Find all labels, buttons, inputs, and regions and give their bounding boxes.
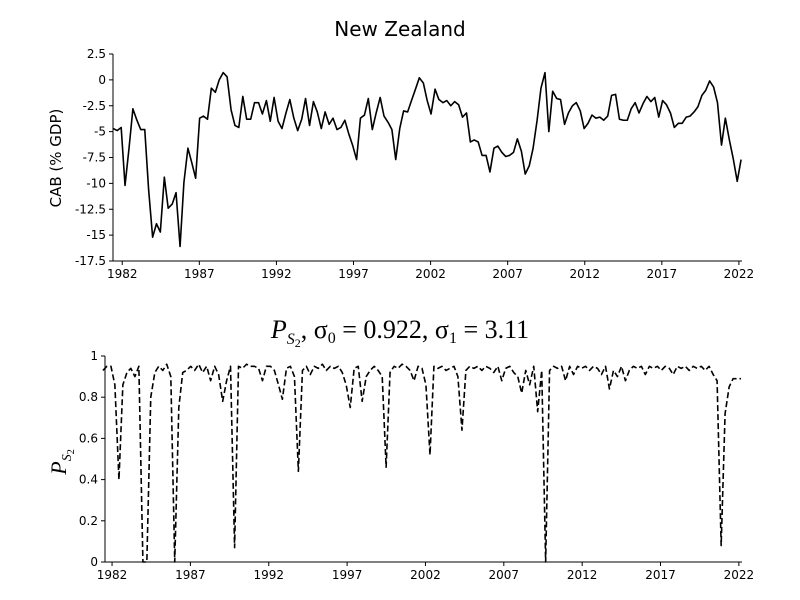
y-tick-label: -12.5 bbox=[75, 202, 106, 216]
y-tick-label: -15 bbox=[86, 228, 106, 242]
label-part: S bbox=[60, 454, 75, 461]
x-tick-label: 1982 bbox=[97, 568, 128, 582]
title-part: = 0.922, σ bbox=[336, 315, 449, 344]
y-tick-label: 0.8 bbox=[79, 390, 98, 404]
title-part: P bbox=[270, 315, 287, 344]
title-part: S bbox=[287, 331, 295, 348]
y-tick-label: 0 bbox=[90, 555, 98, 569]
y-tick-label: 0 bbox=[98, 73, 106, 87]
x-tick-label: 1982 bbox=[107, 267, 138, 281]
x-tick-label: 2022 bbox=[724, 267, 755, 281]
x-tick-label: 1997 bbox=[332, 568, 363, 582]
label-part: 2 bbox=[66, 449, 77, 454]
y-tick-label: 0.6 bbox=[79, 431, 98, 445]
y-tick-label: -5 bbox=[94, 125, 106, 139]
y-tick-label: 1 bbox=[90, 349, 98, 363]
x-tick-label: 2002 bbox=[410, 568, 441, 582]
y-tick-label: 0.2 bbox=[79, 514, 98, 528]
data-line bbox=[112, 71, 742, 248]
y-tick-label: -10 bbox=[86, 176, 106, 190]
y-tick-label: -2.5 bbox=[83, 99, 106, 113]
x-tick-label: 1992 bbox=[261, 267, 292, 281]
x-tick-label: 1992 bbox=[253, 568, 284, 582]
title-part: 1 bbox=[449, 330, 457, 347]
x-tick-label: 2012 bbox=[567, 568, 598, 582]
chart-title: PS2, σ0 = 0.922, σ1 = 3.11 bbox=[270, 315, 529, 350]
title-part: = 3.11 bbox=[457, 315, 529, 344]
title-part: 2 bbox=[295, 336, 301, 350]
x-tick-label: 2007 bbox=[489, 568, 520, 582]
title-part: 0 bbox=[328, 330, 336, 347]
y-axis-label: CAB (% GDP) bbox=[47, 109, 65, 208]
y-tick-label: -17.5 bbox=[75, 254, 106, 268]
y-tick-label: -7.5 bbox=[83, 151, 106, 165]
x-tick-label: 1997 bbox=[338, 267, 369, 281]
y-axis-label: PS2 bbox=[46, 449, 77, 475]
y-tick-label: 0.4 bbox=[79, 473, 98, 487]
x-tick-label: 2007 bbox=[492, 267, 523, 281]
label-part: P bbox=[46, 461, 71, 475]
x-tick-label: 1987 bbox=[184, 267, 215, 281]
chart-title: New Zealand bbox=[334, 17, 465, 41]
title-part: , σ bbox=[301, 315, 328, 344]
x-tick-label: 1987 bbox=[175, 568, 206, 582]
x-tick-label: 2012 bbox=[569, 267, 600, 281]
x-tick-label: 2022 bbox=[724, 568, 755, 582]
x-tick-label: 2002 bbox=[415, 267, 446, 281]
data-line bbox=[102, 363, 742, 563]
x-tick-label: 2017 bbox=[647, 267, 678, 281]
x-tick-label: 2017 bbox=[645, 568, 676, 582]
y-tick-label: 2.5 bbox=[87, 47, 106, 61]
